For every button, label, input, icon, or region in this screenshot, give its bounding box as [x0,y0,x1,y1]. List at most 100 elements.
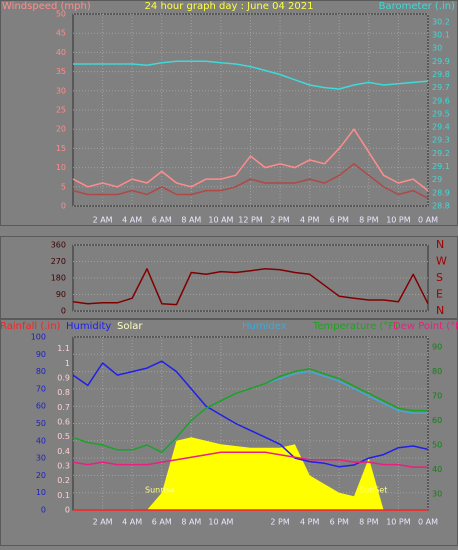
y-tick-label: 30 [56,86,66,95]
x-tick-label: 4 PM [300,518,319,527]
y2-tick-label: 29.2 [432,149,450,158]
y2-tick-label: 90 [432,342,442,351]
y3-tick-label: 0.1 [57,491,70,500]
annotation: SunSet [359,486,387,495]
y3-tick-label: 0.7 [57,403,70,412]
series-line [73,60,429,90]
legend-label: Humidex [242,321,287,332]
x-tick-label: 0 AM [418,518,438,527]
y-tick-label: 90 [36,350,46,359]
series-line [72,128,429,192]
x-tick-label: 12 PM [238,216,263,225]
y3-tick-label: 0.3 [57,462,70,471]
y-tick-label: 20 [56,125,66,134]
x-tick-label: 2 AM [93,216,113,225]
y3-tick-label: 0.9 [57,374,70,383]
x-tick-label: 6 AM [152,518,172,527]
x-tick-label: 6 AM [152,216,172,225]
y-tick-label: 10 [36,488,46,497]
y-tick-label: 0 [61,202,66,211]
y2-tick-label: 30.1 [432,31,450,40]
x-tick-label: 8 AM [181,216,201,225]
y2-axis-label: Barometer (.in) [379,1,455,12]
y-tick-label: 0 [41,506,46,515]
y2-tick-label: 29.7 [432,83,450,92]
y3-tick-label: 0.5 [57,432,70,441]
y2-tick-label: 29.3 [432,136,450,145]
y2-tick-label: 70 [432,391,442,400]
y3-tick-label: 0.4 [57,447,70,456]
series-line [72,163,429,199]
y3-tick-label: 0.6 [57,418,70,427]
x-tick-label: 10 AM [208,518,233,527]
x-tick-label: 0 AM [418,216,438,225]
y-tick-label: 80 [36,367,46,376]
y2-tick-label: S [436,271,443,284]
y2-tick-label: 30 [432,44,442,53]
y2-tick-label: 29.8 [432,70,450,79]
legend-label: Rainfall (.in) [0,321,61,332]
y-tick-label: 90 [56,290,66,299]
y2-tick-label: 60 [432,416,442,425]
y2-tick-label: 30 [432,490,442,499]
y-tick-label: 30 [36,454,46,463]
y3-tick-label: 0.2 [57,476,70,485]
x-tick-label: 6 PM [330,216,349,225]
series-line [72,360,429,468]
y2-tick-label: 29.6 [432,96,450,105]
y-tick-label: 25 [56,106,66,115]
x-tick-label: 4 AM [122,216,142,225]
y-tick-label: 0 [61,307,66,316]
chart-title: 24 hour graph day : June 04 2021 [145,1,314,12]
legend-label: Humidity [66,321,111,332]
y3-tick-label: 1.1 [57,344,70,353]
y-tick-label: 50 [56,10,66,19]
y-tick-label: 60 [36,402,46,411]
y2-tick-label: 29.1 [432,162,450,171]
x-tick-label: 4 PM [300,216,319,225]
x-tick-label: 2 PM [270,216,289,225]
legend-label: Temperature (°F) [312,321,398,332]
x-tick-label: 6 PM [330,518,349,527]
y2-tick-label: 30.2 [432,17,450,26]
x-tick-label: 10 AM [208,216,233,225]
y2-tick-label: 28.9 [432,188,450,197]
y2-tick-label: 29.9 [432,57,450,66]
y-tick-label: 45 [56,29,66,38]
series-line [72,451,428,468]
y2-tick-label: 29 [432,175,442,184]
y-tick-label: 40 [36,436,46,445]
y-tick-label: 100 [31,333,46,342]
x-tick-label: 8 PM [359,216,378,225]
y-axis-label: Windspeed (mph) [2,1,91,12]
y-tick-label: 35 [56,67,66,76]
y3-tick-label: 0.8 [57,388,70,397]
x-tick-label: 2 PM [270,518,289,527]
y2-tick-label: 29.4 [432,123,450,132]
x-tick-label: 2 AM [93,518,113,527]
y2-tick-label: 40 [432,465,442,474]
legend-label: Solar [117,321,143,332]
y2-tick-label: 50 [432,440,442,449]
series-area [73,437,428,510]
y-tick-label: 15 [56,144,66,153]
y-tick-label: 20 [36,471,46,480]
x-tick-label: 8 PM [359,518,378,527]
y-tick-label: 10 [56,163,66,172]
y2-tick-label: W [436,255,447,268]
y-tick-label: 70 [36,384,46,393]
y2-tick-label: N [436,238,444,251]
y2-tick-label: 80 [432,367,442,376]
y-tick-label: 40 [56,48,66,57]
x-tick-label: 8 AM [181,518,201,527]
y3-tick-label: 0 [65,506,70,515]
y-tick-label: 5 [61,182,66,191]
legend-label: Dew Point (°F [393,321,458,332]
x-tick-label: 4 AM [122,518,142,527]
y2-tick-label: 28.8 [432,202,450,211]
y-tick-label: 50 [36,419,46,428]
y2-tick-label: E [436,288,443,301]
y2-tick-label: 29.5 [432,109,450,118]
x-tick-label: 10 PM [386,518,411,527]
